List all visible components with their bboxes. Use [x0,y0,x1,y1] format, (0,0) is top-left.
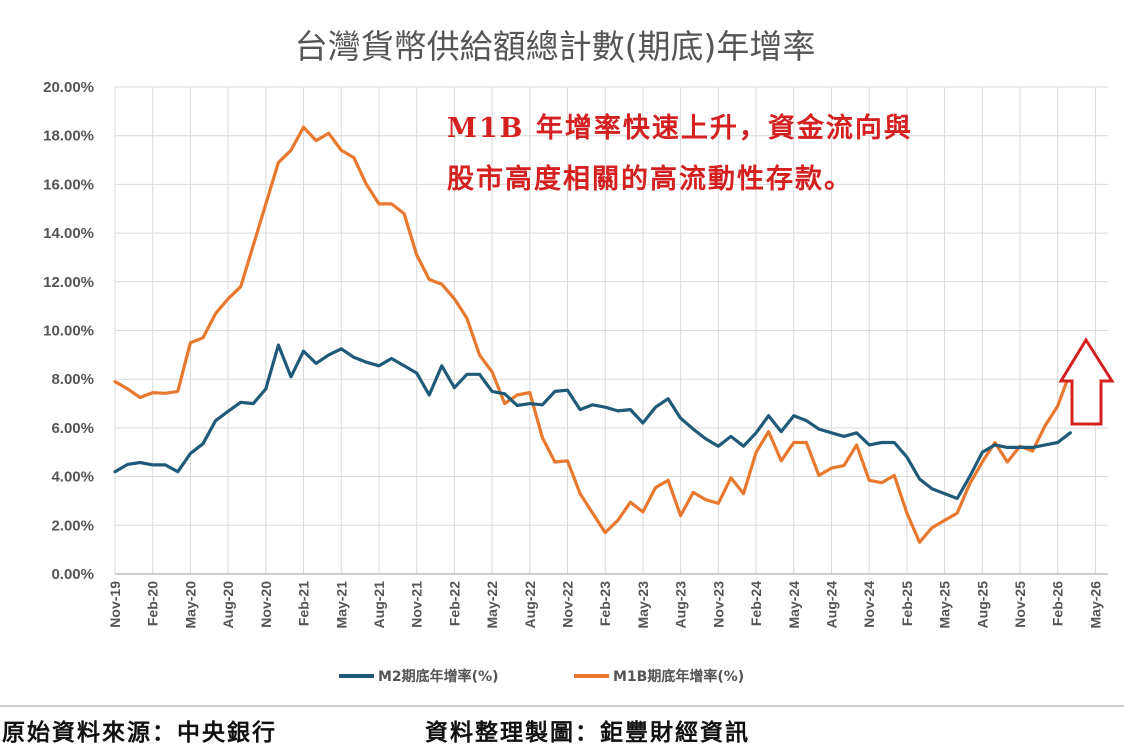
y-tick-label: 20.00% [43,79,94,96]
y-tick-label: 6.00% [51,420,94,437]
line-chart: 台灣貨幣供給額總計數(期底)年增率 0.00% 2.00% 4.00% 6.00% 8.… [43,27,1115,685]
y-tick-label: 12.00% [43,274,94,291]
x-tick-label: Aug-21 [371,581,387,629]
x-tick-label: Feb-24 [748,581,764,626]
gridlines [114,86,1108,575]
legend: M2期底年增率(%) M1B期底年增率(%) [339,668,744,685]
x-tick-label: Feb-25 [899,581,915,626]
footer-credit: 資料整理製圖：鉅豐財經資訊 [425,719,750,746]
x-tick-label: Nov-23 [710,581,726,628]
y-axis-tick-labels: 0.00% 2.00% 4.00% 6.00% 8.00% 10.00% 12.00% 14.… [43,79,94,583]
x-tick-label: May-20 [182,581,198,629]
footer: 原始資料來源：中央銀行 資料整理製圖：鉅豐財經資訊 [0,705,1124,753]
x-tick-label: Nov-19 [107,581,123,628]
series-lines [113,125,1072,544]
y-tick-label: 10.00% [43,323,94,340]
x-tick-label: Aug-25 [974,581,990,629]
y-tick-label: 14.00% [43,225,94,242]
y-tick-label: 2.00% [51,517,94,534]
x-tick-label: May-25 [937,581,953,629]
x-tick-label: Nov-21 [409,581,425,628]
legend-label-m2: M2期底年增率(%) [378,668,499,685]
y-tick-label: 8.00% [51,371,94,388]
legend-label-m1b: M1B期底年增率(%) [613,668,744,685]
x-tick-label: May-22 [484,581,500,629]
x-axis-tick-labels: Nov-19 Feb-20 May-20 Aug-20 Nov-20 Feb-21 May-… [107,581,1103,629]
annotation-line-1: M1B 年增率快速上升，資金流向與 [447,112,913,144]
x-tick-label: Aug-23 [673,581,689,629]
x-tick-label: May-23 [635,581,651,629]
y-tick-label: 16.00% [43,176,94,193]
x-tick-label: Feb-22 [446,581,462,626]
x-tick-label: Feb-23 [597,581,613,626]
series-line-m1b [113,125,1072,544]
series-line-m2 [113,343,1072,501]
x-tick-label: Feb-26 [1050,581,1066,626]
x-tick-label: Aug-22 [522,581,538,629]
x-tick-label: Nov-25 [1012,581,1028,628]
chart-title: 台灣貨幣供給額總計數(期底)年增率 [295,27,816,66]
up-arrow-icon [1058,337,1115,426]
y-tick-label: 18.00% [43,128,94,145]
annotation-line-2: 股市高度相關的高流動性存款。 [447,163,853,195]
x-tick-label: Nov-24 [861,581,877,628]
x-tick-label: May-24 [786,581,802,629]
x-tick-label: Aug-24 [823,581,839,629]
x-tick-label: Nov-20 [258,581,274,628]
x-tick-label: May-21 [333,581,349,629]
x-tick-label: May-26 [1087,581,1103,629]
footer-source: 原始資料來源：中央銀行 [2,719,277,746]
x-tick-label: Feb-21 [296,581,312,626]
x-tick-label: Nov-22 [560,581,576,628]
x-tick-label: Feb-20 [145,581,161,626]
y-tick-label: 4.00% [51,469,94,486]
y-tick-label: 0.00% [51,566,94,583]
x-tick-label: Aug-20 [220,581,236,629]
